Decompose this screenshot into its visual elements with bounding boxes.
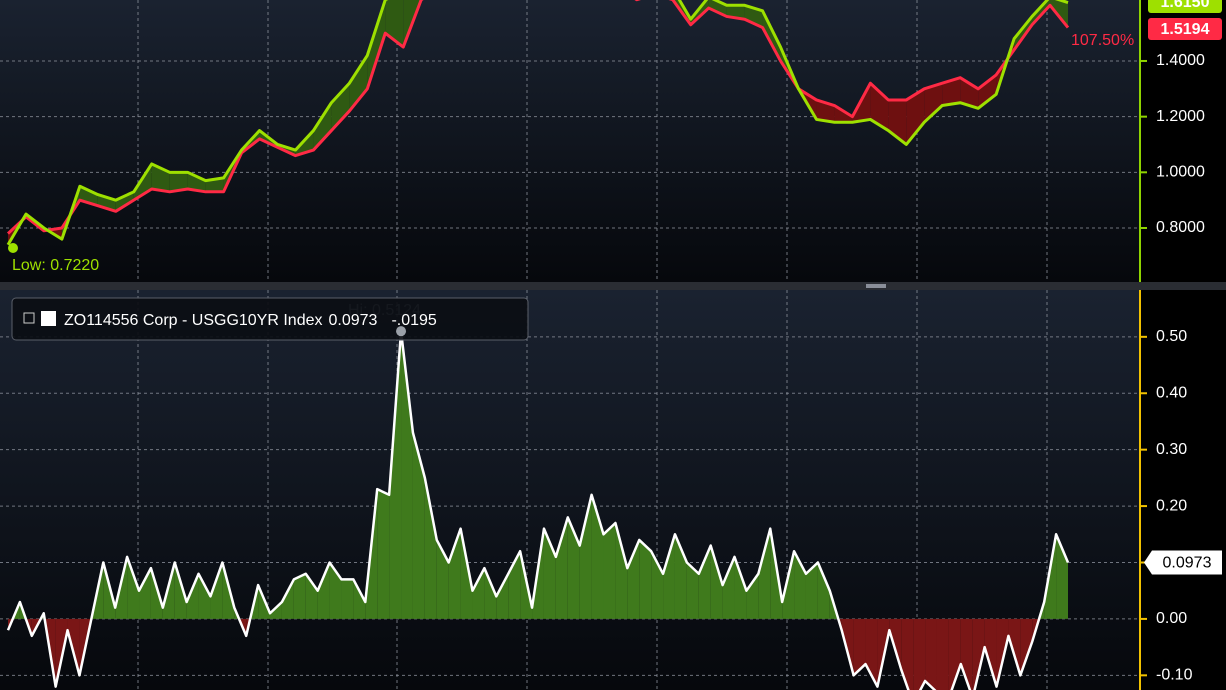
area-fill (925, 618, 937, 690)
last-value-label: 1.6150 (1161, 0, 1210, 11)
y-tick-label: -0.10 (1156, 667, 1193, 684)
band-fill (367, 0, 386, 89)
top-panel (0, 0, 1140, 282)
y-tick-label: 0.20 (1156, 497, 1187, 514)
area-fill (651, 551, 664, 619)
area-fill (555, 517, 568, 619)
area-fill (817, 562, 830, 619)
area-fill (972, 618, 985, 690)
area-fill (377, 489, 390, 619)
area-fill (424, 477, 437, 619)
panel-divider[interactable] (0, 282, 1226, 290)
y-tick-label: 1.2000 (1156, 108, 1205, 125)
area-fill (341, 579, 354, 619)
legend-swatch (41, 311, 56, 326)
series-line (6, 0, 1070, 235)
area-fill (734, 556, 747, 619)
area-fill (615, 523, 628, 619)
y-tick-label: 0.30 (1156, 441, 1187, 458)
legend-change: -.0195 (391, 312, 436, 329)
band-fill (924, 83, 943, 123)
area-fill (758, 528, 771, 619)
area-fill (305, 573, 318, 619)
area-fill (805, 562, 818, 619)
area-fill (746, 573, 759, 619)
legend: ZO114556 Corp - USGG10YR Index 0.0973 -.01… (11, 297, 529, 341)
area-fill (567, 517, 580, 619)
band-fill (331, 83, 350, 131)
band-fill (313, 102, 332, 151)
band-fill (870, 83, 889, 131)
area-fill (984, 618, 997, 687)
area-fill (579, 494, 592, 619)
last-value-label: 1.5194 (1161, 21, 1210, 38)
band-fill (942, 77, 961, 106)
area-fill (686, 562, 699, 619)
y-tick-label: 1.4000 (1156, 52, 1205, 69)
legend-text: ZO114556 Corp - USGG10YR Index 0.0973 -.01… (64, 312, 437, 329)
band-fill (187, 172, 206, 192)
y-tick-label: 0.40 (1156, 384, 1187, 401)
last-value-box (1144, 550, 1222, 575)
area-fill (317, 562, 330, 619)
area-fill (139, 568, 151, 619)
area-fill (484, 568, 497, 619)
band-fill (906, 88, 925, 145)
area-fill (639, 539, 652, 619)
percent-label: 107.50% (1071, 32, 1134, 49)
band-fill (97, 194, 116, 212)
area-fill (710, 545, 723, 619)
area-fill (603, 523, 616, 619)
band-fill (115, 191, 134, 212)
band-fill (978, 74, 997, 109)
band-fill (960, 77, 979, 109)
area-fill (448, 528, 461, 619)
y-tick-label: 0.8000 (1156, 219, 1205, 236)
area-fill (496, 573, 509, 619)
legend-name: ZO114556 Corp - USGG10YR Index (64, 312, 323, 329)
spread-line (6, 329, 1070, 690)
area-fill (508, 551, 521, 619)
last-value-box (1148, 18, 1222, 40)
area-fill (936, 618, 949, 690)
low-label: Low: 0.7220 (12, 257, 99, 274)
area-fill (853, 618, 866, 676)
y-tick-label: 1.0000 (1156, 164, 1205, 181)
area-fill (412, 432, 425, 619)
area-fill (210, 562, 223, 619)
series-line (6, 0, 1069, 246)
y-tick-label: 0.50 (1156, 328, 1187, 345)
area-fill (794, 551, 806, 619)
divider-handle[interactable] (866, 284, 886, 288)
area-fill (293, 573, 306, 619)
last-value-box (1148, 0, 1222, 13)
area-fill (460, 528, 473, 619)
area-fill (722, 556, 735, 619)
area-fill (281, 579, 294, 619)
area-fill (901, 618, 914, 690)
last-value-label: 0.0973 (1163, 555, 1212, 572)
area-fill (353, 579, 366, 619)
area-fill (186, 573, 199, 619)
area-fill (1020, 618, 1033, 676)
legend-last: 0.0973 (329, 312, 378, 329)
area-fill (627, 539, 640, 619)
band-fill (349, 55, 368, 112)
hi-marker (396, 326, 407, 337)
y-tick-label: 0.00 (1156, 610, 1187, 627)
area-fill (436, 539, 449, 619)
area-fill (698, 545, 711, 619)
area-fill (913, 618, 926, 690)
area-fill (401, 331, 413, 619)
area-fill (127, 556, 140, 619)
area-fill (198, 573, 211, 619)
band-fill (169, 172, 188, 192)
low-marker (8, 243, 18, 253)
legend-toggle[interactable] (23, 312, 35, 324)
area-fill (472, 568, 485, 619)
area-fill (663, 534, 675, 619)
area-fill (389, 331, 402, 619)
band-fill (762, 10, 781, 61)
